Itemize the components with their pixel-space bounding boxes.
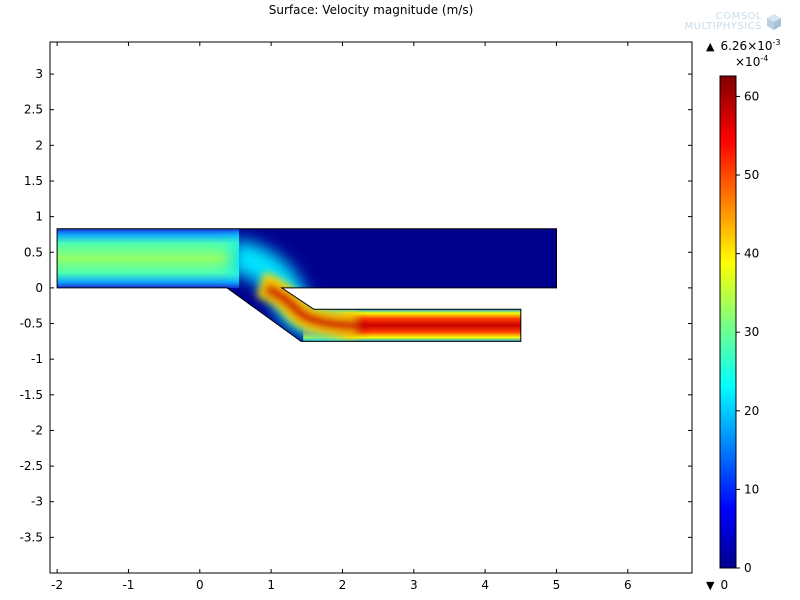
min-arrow-icon: ▼ bbox=[706, 579, 715, 592]
y-tick-label: -0.5 bbox=[20, 317, 43, 331]
x-tick-label: 2 bbox=[339, 578, 347, 592]
x-tick-label: 4 bbox=[481, 578, 489, 592]
y-tick-label: -3.5 bbox=[20, 530, 43, 544]
colorbar-tick-label: 30 bbox=[744, 325, 759, 339]
colorbar-min-label: ▼ 0 bbox=[706, 578, 728, 592]
x-tick-label: 5 bbox=[553, 578, 561, 592]
y-tick-label: 1.5 bbox=[24, 174, 43, 188]
axes: -2 -1 0 1 2 3 4 5 6 3 2.5 2 1.5 1 0.5 0 -0.5 -1 -1.5 -2 -2.5… bbox=[20, 42, 692, 592]
colorbar-max-label: ▲ 6.26×10-3 bbox=[706, 38, 781, 53]
colorbar-tick-label: 40 bbox=[744, 247, 759, 261]
colorbar-scale-exponent: -4 bbox=[760, 54, 769, 63]
colorbar-tick-label: 20 bbox=[744, 404, 759, 418]
logo-text-line1: COMSOL bbox=[715, 11, 762, 22]
y-tick-label: -3 bbox=[31, 495, 43, 509]
colorbar-gradient bbox=[719, 75, 737, 569]
x-tick-label: 0 bbox=[196, 578, 204, 592]
logo-text-line2: MULTIPHYSICS bbox=[684, 21, 762, 32]
x-tick-label: -2 bbox=[51, 578, 63, 592]
domain-boundary bbox=[56, 228, 557, 342]
colorbar-max-exponent: -3 bbox=[772, 38, 781, 47]
colorbar-tick-label: 50 bbox=[744, 168, 759, 182]
comsol-logo: COMSOL MULTIPHYSICS bbox=[658, 11, 781, 37]
y-tick-label: 1 bbox=[35, 210, 43, 224]
y-tick-label: -1.5 bbox=[20, 388, 43, 402]
colorbar-scale-base: ×10 bbox=[735, 55, 761, 69]
max-arrow-icon: ▲ bbox=[706, 40, 715, 53]
x-tick-label: 3 bbox=[410, 578, 418, 592]
y-tick-label: 2 bbox=[35, 138, 43, 152]
colorbar-tick-label: 60 bbox=[744, 89, 759, 103]
colorbar-tick-label: 10 bbox=[744, 482, 759, 496]
y-tick-label: 0.5 bbox=[24, 245, 43, 259]
colorbar-tick-label: 0 bbox=[744, 561, 752, 575]
comsol-cube-icon bbox=[767, 14, 781, 30]
y-tick-label: 2.5 bbox=[24, 103, 43, 117]
x-tick-label: -1 bbox=[122, 578, 134, 592]
y-tick-label: 0 bbox=[35, 281, 43, 295]
x-tick-label: 1 bbox=[267, 578, 275, 592]
plot-title: Surface: Velocity magnitude (m/s) bbox=[268, 3, 474, 17]
y-tick-label: 3 bbox=[35, 67, 43, 81]
bend-core bbox=[262, 282, 364, 332]
inlet-jet bbox=[57, 228, 240, 288]
x-tick-label: 6 bbox=[624, 578, 632, 592]
plot-frame bbox=[49, 41, 693, 574]
y-tick-label: -1 bbox=[31, 352, 43, 366]
colorbar-ticks: 0 10 20 30 40 50 60 bbox=[736, 89, 759, 575]
colorbar-max-value: 6.26×10 bbox=[720, 39, 773, 53]
colorbar-min-value: 0 bbox=[720, 578, 729, 592]
y-tick-label: -2 bbox=[31, 423, 43, 437]
velocity-field bbox=[57, 228, 557, 342]
colorbar-scale-label: ×10-4 bbox=[735, 54, 768, 69]
y-tick-label: -2.5 bbox=[20, 459, 43, 473]
